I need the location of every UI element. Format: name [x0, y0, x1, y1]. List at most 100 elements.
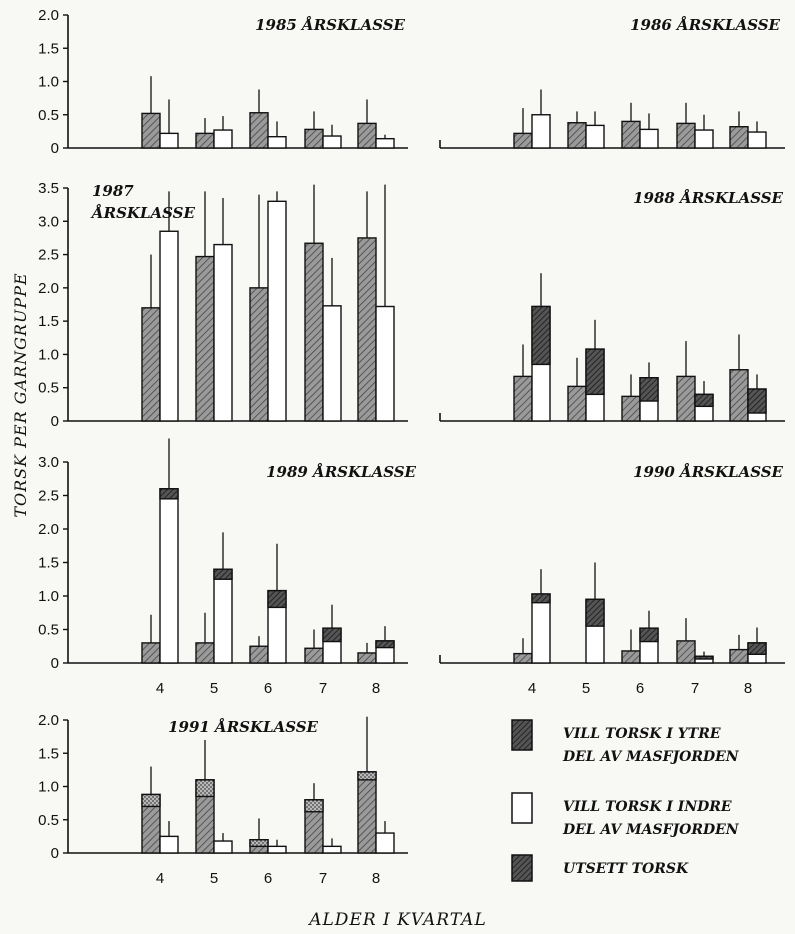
bar-ytre: [195, 255, 215, 422]
bar-ytre: [729, 648, 749, 664]
y-tick-label: 0.5: [38, 107, 59, 124]
bar-indre: [213, 840, 233, 854]
bar-indre: [585, 124, 605, 149]
bar-indre: [747, 131, 767, 149]
bar-utsett-segment: [304, 799, 324, 813]
y-tick-label: 0: [51, 140, 59, 157]
bar-utsett-segment: [322, 627, 342, 643]
bar-utsett-segment: [585, 598, 605, 627]
bar-utsett-segment: [213, 568, 233, 580]
bar-indre: [213, 129, 233, 149]
panel-title: 1991 ÅRSKLASSE: [168, 718, 318, 736]
y-tick-label: 1.5: [38, 745, 59, 762]
bar-utsett-segment: [531, 593, 551, 604]
bar-indre: [267, 200, 287, 422]
bar-ytre: [195, 642, 215, 664]
bar-indre: [159, 488, 179, 664]
x-tick-label: 4: [156, 870, 164, 887]
bar-indre: [322, 305, 342, 422]
bar-indre: [159, 230, 179, 422]
bar-indre: [639, 128, 659, 149]
legend-swatch-indre: [511, 792, 533, 824]
x-tick-label: 6: [636, 680, 644, 697]
bar-ytre: [567, 122, 587, 149]
legend: VILL TORSK I YTRE DEL AV MASFJORDEN VILL T…: [511, 719, 740, 882]
panel-p1986: 1986 ÅRSKLASSE: [439, 16, 785, 149]
bar-ytre: [304, 242, 324, 422]
bar-indre: [531, 114, 551, 149]
panel-title: 1989 ÅRSKLASSE: [266, 463, 416, 481]
bar-ytre: [195, 132, 215, 149]
bar-ytre: [676, 640, 696, 664]
panel-title: 1988 ÅRSKLASSE: [633, 189, 783, 207]
bar-indre: [375, 137, 395, 149]
bar-indre: [694, 129, 714, 149]
bar-ytre: [729, 369, 749, 422]
panel-p1987: 0 0.5 1.0 1.5 2.0 2.5 3.0 3.5 1987 ÅRSKLASSE: [38, 180, 408, 430]
bar-utsett-segment: [249, 839, 269, 848]
x-tick-label: 7: [691, 680, 699, 697]
y-tick-label: 0.5: [38, 812, 59, 829]
bar-indre: [267, 845, 287, 854]
bar-ytre: [567, 385, 587, 422]
chart-panels: 0 0.5 1.0 1.5 2.0 1985 ÅRSKLASSE 1986 ÅRSKLASS…: [38, 7, 785, 887]
bar-indre: [375, 832, 395, 854]
y-tick-label: 2.5: [38, 488, 59, 505]
bar-ytre: [304, 128, 324, 149]
x-tick-label: 6: [264, 870, 272, 887]
bar-utsett-segment: [747, 642, 767, 655]
bar-ytre: [304, 647, 324, 664]
bar-ytre: [357, 122, 377, 149]
bar-ytre: [513, 132, 533, 149]
legend-label: DEL AV MASFJORDEN: [562, 822, 740, 838]
bar-ytre: [621, 650, 641, 664]
x-tick-label: 7: [319, 680, 327, 697]
panel-p1991: 0 0.5 1.0 1.5 2.0 1991 ÅRSKLASSE 4 5 6 7 8: [38, 712, 408, 887]
bar-utsett-segment: [747, 388, 767, 414]
panel-p1988: 1988 ÅRSKLASSE: [439, 189, 785, 422]
bar-utsett-segment: [159, 488, 179, 500]
y-tick-label: 1.0: [38, 779, 59, 796]
bar-utsett-segment: [585, 348, 605, 396]
bar-indre: [159, 835, 179, 854]
y-tick-label: 0: [51, 413, 59, 430]
bar-ytre: [249, 645, 269, 664]
bar-indre: [375, 305, 395, 422]
panel-p1989: 0 0.5 1.0 1.5 2.0 2.5 3.0 1989 ÅRSKLASSE 4 5 6 7 8: [38, 438, 417, 697]
bar-indre: [213, 243, 233, 422]
y-tick-label: 2.0: [38, 280, 59, 297]
panel-title: 1986 ÅRSKLASSE: [630, 16, 780, 34]
y-tick-label: 2.0: [38, 712, 59, 729]
y-tick-label: 3.0: [38, 454, 59, 471]
bar-ytre: [357, 771, 377, 854]
y-tick-label: 1.5: [38, 555, 59, 572]
bar-ytre: [249, 112, 269, 149]
panel-p1990: 1990 ÅRSKLASSE 4 5 6 7 8: [439, 463, 785, 697]
bar-utsett-segment: [694, 393, 714, 408]
bar-ytre: [676, 375, 696, 422]
y-tick-label: 0.5: [38, 622, 59, 639]
panel-title: 1985 ÅRSKLASSE: [255, 16, 405, 34]
bar-ytre: [621, 120, 641, 149]
panel-title: ÅRSKLASSE: [90, 204, 195, 222]
y-tick-label: 2.5: [38, 247, 59, 264]
bar-ytre: [357, 237, 377, 422]
bar-utsett-segment: [141, 793, 161, 808]
bar-utsett-segment: [195, 779, 215, 798]
x-tick-label: 5: [210, 680, 218, 697]
legend-label: VILL TORSK I INDRE: [563, 799, 732, 815]
legend-label: UTSETT TORSK: [563, 861, 689, 877]
y-tick-label: 1.0: [38, 346, 59, 363]
x-axis-label: ALDER I KVARTAL: [307, 910, 487, 930]
y-tick-label: 3.5: [38, 180, 59, 197]
x-tick-label: 8: [744, 680, 752, 697]
y-tick-label: 1.0: [38, 588, 59, 605]
x-tick-label: 8: [372, 680, 380, 697]
bar-indre: [159, 132, 179, 149]
bar-ytre: [729, 126, 749, 149]
panel-title: 1987: [92, 182, 134, 200]
bar-ytre: [513, 652, 533, 664]
legend-swatch-utsett: [511, 854, 533, 882]
bar-ytre: [141, 112, 161, 149]
bar-utsett-segment: [375, 640, 395, 649]
